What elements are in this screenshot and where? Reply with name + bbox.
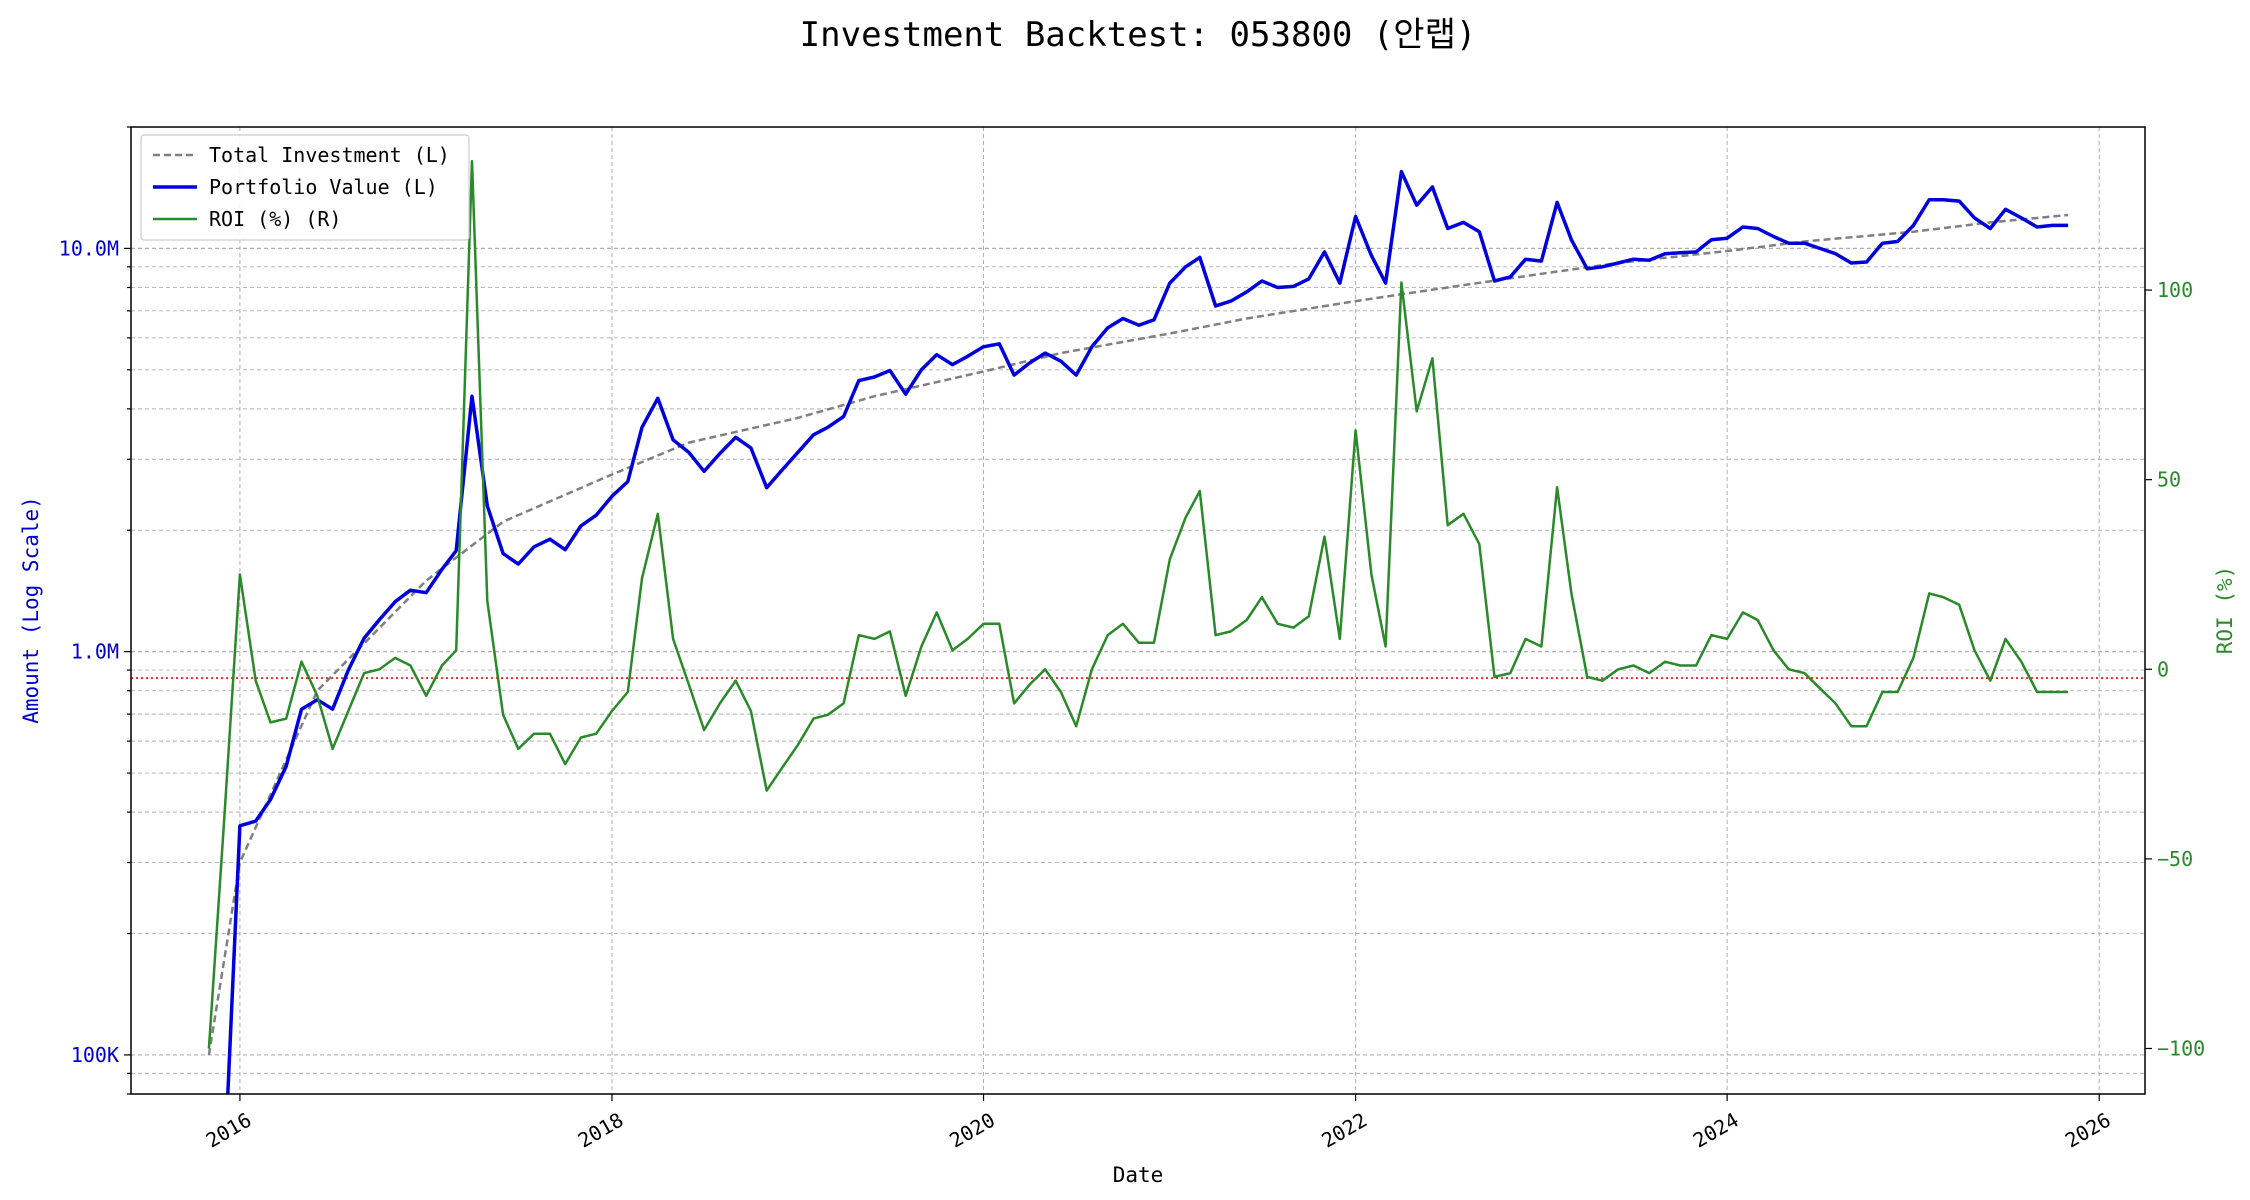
x-tick-label: 2022 [1317,1108,1371,1153]
series-total-investment [207,213,2069,1056]
x-tick-label: 2016 [202,1108,256,1153]
series-layer [207,159,2069,1094]
legend-label-roi: ROI (%) (R) [209,207,341,231]
y-right-tick-label: 0 [2157,657,2169,681]
left-axis: 100K 1.0M 10.0M [59,126,131,1095]
series-portfolio-value [226,169,2069,1094]
y-left-tick-label: 1.0M [71,640,119,664]
y-left-tick-label: 100K [71,1043,119,1067]
x-axis-label: Date [1113,1163,1164,1187]
x-axis: 2016 2018 2020 2022 2024 2026 [202,1094,2115,1153]
x-tick-label: 2018 [574,1108,628,1153]
legend-label-investment: Total Investment (L) [209,143,450,167]
x-tick-label: 2026 [2061,1108,2115,1153]
plot-area-frame [130,126,2146,1095]
series-roi [207,159,2069,1049]
y-axis-left-label: Amount (Log Scale) [19,496,43,724]
x-tick-label: 2024 [1689,1108,1743,1153]
legend-frame [140,134,470,241]
chart-title: Investment Backtest: 053800 (안랩) [800,15,1477,55]
y-right-tick-label: 50 [2157,468,2181,492]
y-right-tick-label: −100 [2157,1036,2205,1060]
y-right-tick-label: 100 [2157,278,2193,302]
x-tick-label: 2020 [945,1108,999,1153]
legend-label-portfolio: Portfolio Value (L) [209,175,438,199]
grid [131,126,2145,1095]
y-left-tick-label: 10.0M [59,236,119,260]
legend: Total Investment (L) Portfolio Value (L)… [140,134,470,241]
y-axis-right-label: ROI (%) [2213,566,2237,655]
y-right-tick-label: −50 [2157,847,2193,871]
right-axis: −100 −50 0 50 100 [2145,278,2205,1060]
